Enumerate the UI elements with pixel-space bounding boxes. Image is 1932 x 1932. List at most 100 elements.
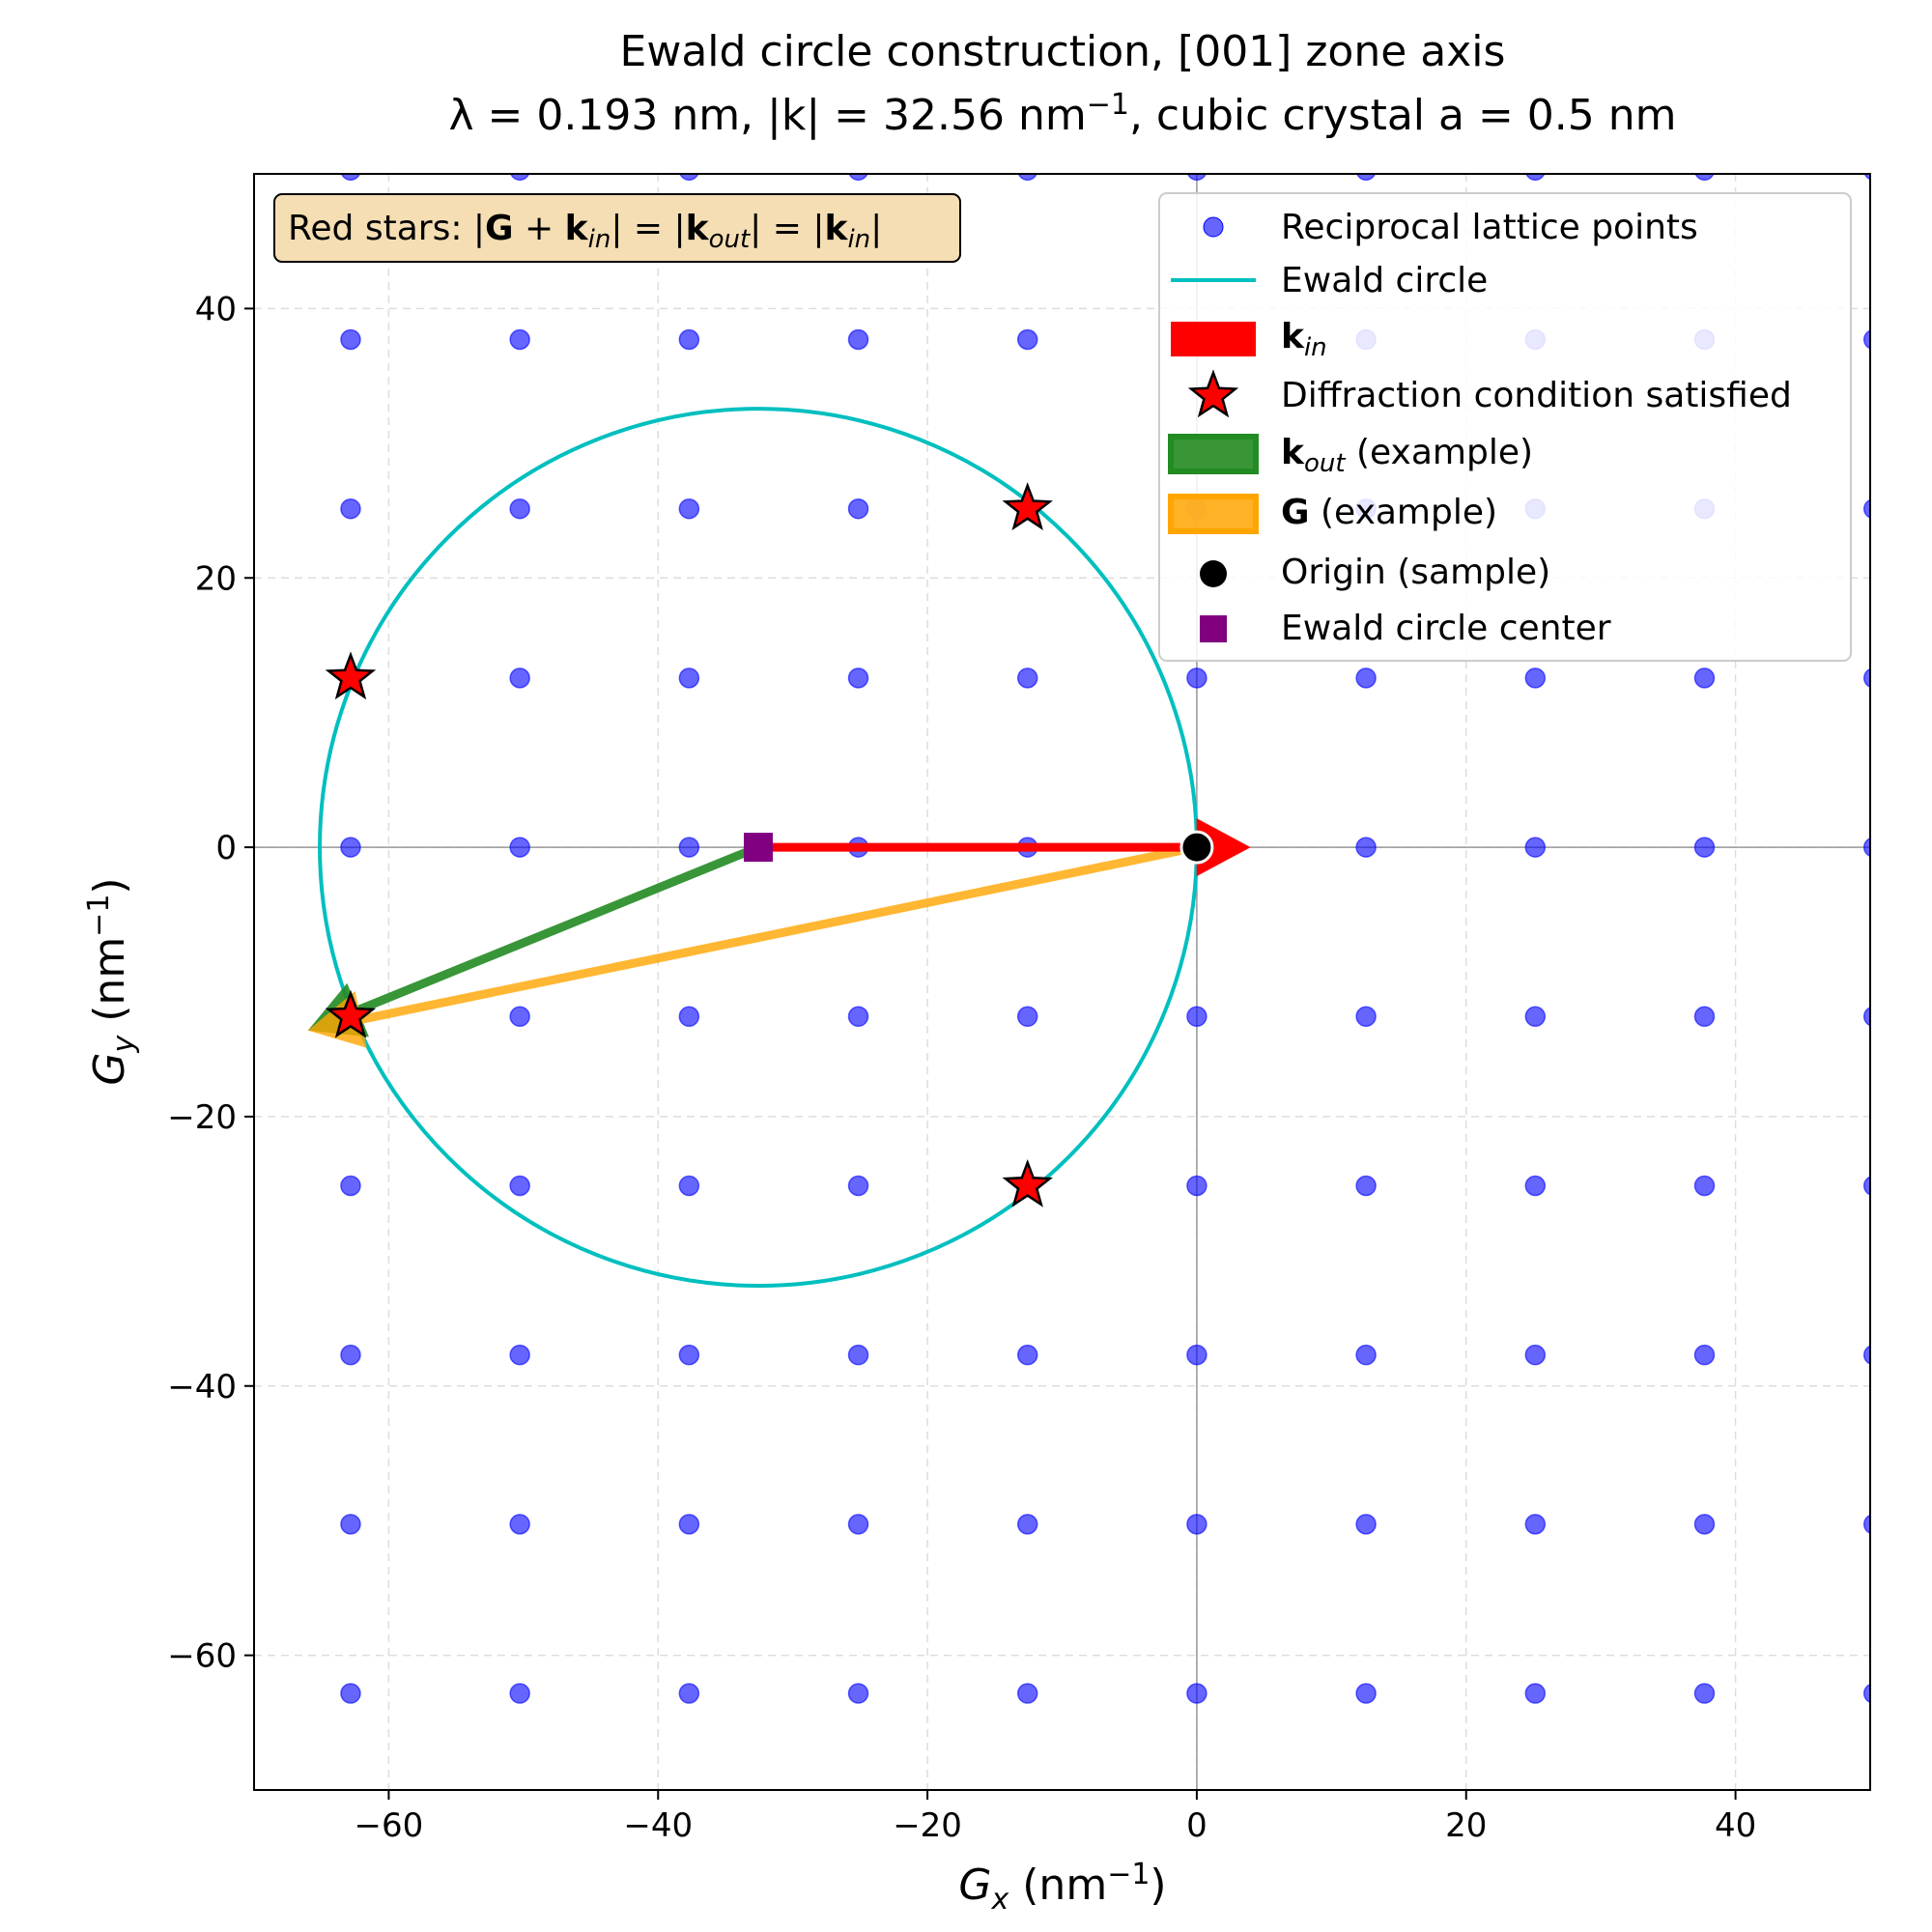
plot-frame [253, 173, 1871, 1791]
diffraction-star [325, 989, 377, 1038]
chart-title-line2-suffix: , cubic crystal a = 0.5 nm [1129, 91, 1677, 140]
lattice-point [678, 1006, 700, 1028]
annotation-mid1: | = | [611, 209, 685, 248]
k-in-vector-head [1196, 818, 1251, 877]
annotation-k2: k [686, 209, 710, 248]
chart-title-line2-sup: −1 [1087, 88, 1129, 122]
annotation-box: Red stars: |G + kin| = |kout| = |kin| [273, 193, 961, 263]
lattice-point [847, 1683, 869, 1704]
lattice-point [678, 668, 700, 689]
lattice-point [1524, 1175, 1547, 1197]
origin-marker [1179, 830, 1214, 865]
lattice-point [1186, 174, 1208, 182]
lattice-point [340, 1514, 361, 1535]
legend-ewald-label: Ewald circle [1281, 261, 1488, 300]
lattice-point [1356, 174, 1377, 182]
annotation-k1: k [565, 209, 589, 248]
diffraction-stars [325, 482, 1053, 1208]
lattice-point [678, 837, 700, 858]
annotation-mid2: | = | [750, 209, 824, 248]
x-tick-label: −20 [893, 1806, 962, 1845]
lattice-point [509, 328, 530, 351]
annotation-plus: + [514, 209, 565, 248]
lattice-point [1017, 174, 1037, 182]
lattice-point [1186, 668, 1208, 689]
lattice-point [679, 174, 699, 182]
lattice-point [1016, 1006, 1038, 1028]
lattice-point [1524, 1514, 1547, 1535]
lattice-point [1862, 837, 1870, 858]
lattice-point [1186, 1683, 1208, 1704]
lattice-point [509, 668, 530, 689]
lattice-point [1862, 1514, 1870, 1534]
annotation-suffix: | [870, 209, 882, 248]
lattice-point [678, 497, 700, 520]
x-tick-label: 20 [1445, 1806, 1487, 1845]
lattice-point [678, 1683, 700, 1704]
y-axis-label-sup: −1 [82, 895, 116, 937]
lattice-point [1524, 1006, 1547, 1028]
axis-ticks: −60 −40 −20 0 20 40 −60 −40 −20 0 20 40 [167, 290, 1756, 1845]
legend-G-bold: G [1281, 493, 1310, 532]
lattice-point [1016, 1514, 1038, 1535]
chart-title-line2: λ = 0.193 nm, |k| = 32.56 nm−1, cubic cr… [448, 88, 1676, 140]
y-tick-label: −60 [167, 1637, 237, 1676]
lattice-point [1355, 1175, 1377, 1197]
diffraction-star [1002, 1158, 1053, 1208]
x-axis-label-close: ) [1150, 1861, 1166, 1910]
lattice-point [1693, 1344, 1716, 1366]
lattice-point [340, 328, 361, 351]
lattice-point [678, 1514, 700, 1535]
x-axis-label-unit: (nm [1009, 1861, 1107, 1910]
lattice-point [1862, 668, 1870, 688]
lattice-point [509, 1006, 530, 1028]
lattice-point [510, 174, 530, 182]
lattice-point [1693, 1514, 1716, 1535]
lattice-point [1186, 1344, 1208, 1366]
x-tick-label: −40 [623, 1806, 693, 1845]
x-axis-label-sup: −1 [1107, 1858, 1150, 1891]
lattice-point [1862, 1683, 1870, 1704]
legend-lattice-marker [1203, 216, 1224, 238]
lattice-point [847, 1344, 869, 1366]
lattice-point [1016, 1683, 1038, 1704]
lattice-point [1693, 1006, 1716, 1028]
lattice-point [1862, 1345, 1870, 1365]
x-axis-label-var: G [958, 1861, 991, 1910]
legend-kout-label: kout (example) [1281, 433, 1533, 478]
legend-origin-marker [1200, 560, 1227, 587]
lattice-point [1355, 1006, 1377, 1028]
x-axis-label: Gx (nm−1) [958, 1858, 1166, 1917]
y-axis-label-var: G [85, 1052, 134, 1085]
lattice-point [848, 174, 868, 182]
lattice-point [509, 497, 530, 520]
legend-frame [1158, 192, 1852, 662]
lattice-point [1524, 1683, 1547, 1704]
y-tick-label: 40 [195, 290, 237, 328]
annotation-box-background [273, 193, 961, 263]
y-axis-label: Gy (nm−1) [82, 877, 141, 1085]
legend-lattice-label: Reciprocal lattice points [1281, 208, 1698, 247]
lattice-point [1525, 174, 1546, 182]
lattice-point [847, 328, 869, 351]
legend-G-patch [1168, 494, 1259, 534]
lattice-point [1863, 174, 1870, 181]
x-tick-label: 0 [1186, 1806, 1208, 1845]
lattice-point [1862, 1176, 1870, 1196]
annotation-k2-sub: out [709, 225, 751, 254]
special-markers [743, 830, 1214, 865]
legend-kout-patch [1168, 434, 1259, 474]
annotation-text: Red stars: |G + kin| = |kout| = |kin| [288, 209, 882, 254]
annotation-G: G [485, 209, 514, 248]
legend-kin-sub: in [1304, 333, 1327, 362]
lattice-point [1693, 1683, 1716, 1704]
lattice-point [1524, 668, 1547, 689]
x-axis-label-sub: x [991, 1883, 1009, 1917]
chart-title-line1: Ewald circle construction, [001] zone ax… [620, 27, 1506, 76]
legend-kin-label: kin [1281, 317, 1327, 362]
lattice-point [1693, 1175, 1716, 1197]
diffraction-star [325, 651, 377, 700]
lattice-point [847, 1006, 869, 1028]
lattice-point [1694, 174, 1715, 182]
